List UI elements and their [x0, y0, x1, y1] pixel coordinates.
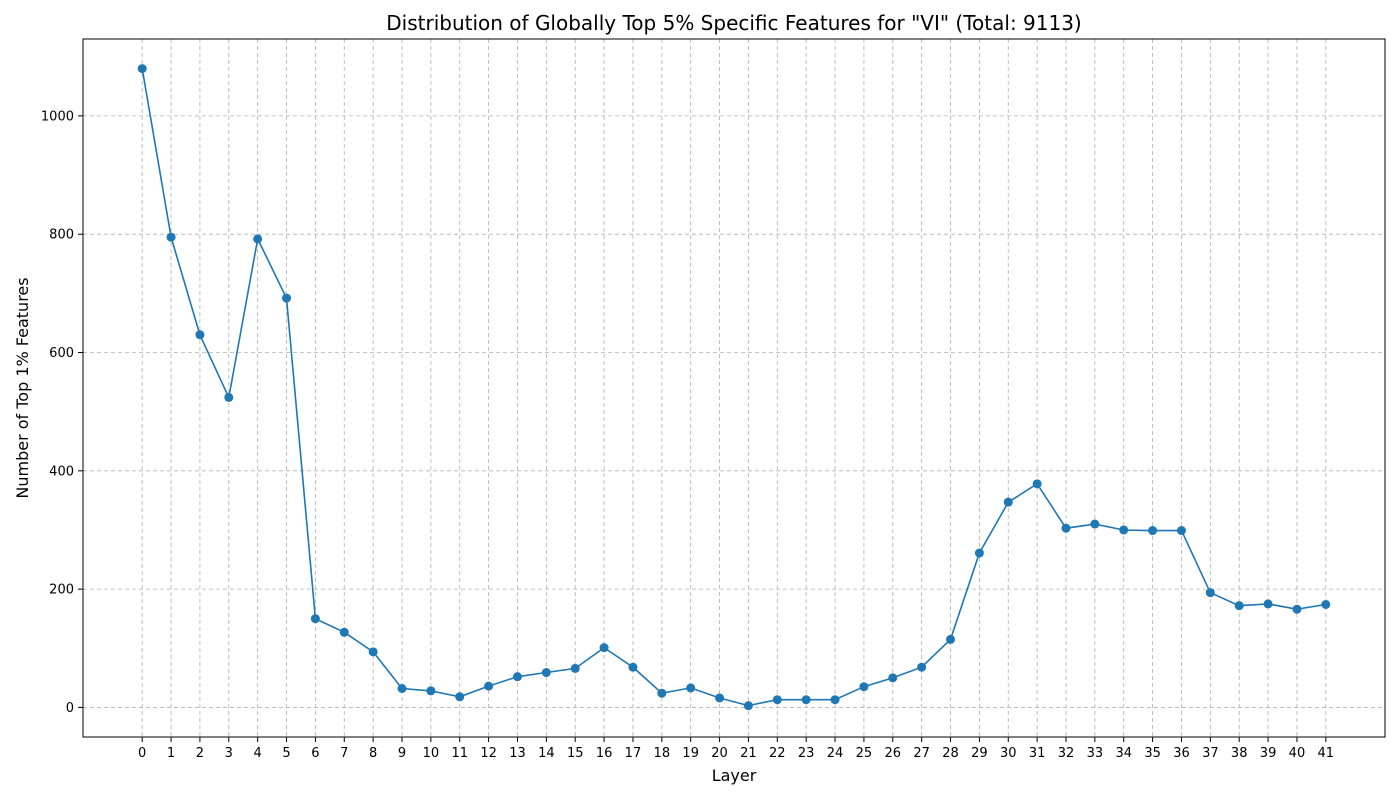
data-point: [830, 695, 840, 705]
x-tick-label: 2: [196, 746, 204, 761]
x-tick-label: 15: [567, 746, 584, 761]
data-point: [195, 330, 205, 340]
data-point: [224, 392, 234, 402]
data-point: [339, 627, 349, 637]
axis-ticks: 0 1 2 3 4 5 6 7 8 9 10 11 12 13 14 15 16 17 18 19 20 21 22 23 24…: [41, 109, 1334, 761]
y-tick-label: 400: [49, 464, 74, 479]
x-tick-label: 17: [625, 746, 642, 761]
chart-title: Distribution of Globally Top 5% Specific…: [386, 11, 1081, 35]
data-point: [974, 548, 984, 558]
data-point: [1205, 588, 1215, 598]
data-point: [570, 663, 580, 673]
x-tick-label: 6: [311, 746, 319, 761]
y-tick-label: 600: [49, 346, 74, 361]
x-tick-label: 7: [340, 746, 348, 761]
x-tick-label: 16: [596, 746, 613, 761]
x-tick-label: 0: [138, 746, 146, 761]
data-point: [166, 232, 176, 242]
series-line: [141, 68, 1326, 707]
x-axis-label: Layer: [712, 766, 757, 785]
data-point: [946, 634, 956, 644]
data-point: [1061, 523, 1071, 533]
x-tick-label: 39: [1260, 746, 1277, 761]
x-tick-label: 32: [1058, 746, 1075, 761]
x-tick-label: 38: [1231, 746, 1248, 761]
x-tick-label: 27: [913, 746, 930, 761]
x-tick-label: 3: [225, 746, 233, 761]
data-point: [1263, 599, 1273, 609]
x-tick-label: 23: [798, 746, 815, 761]
data-point: [253, 234, 263, 244]
x-tick-label: 30: [1000, 746, 1017, 761]
x-tick-label: 22: [769, 746, 786, 761]
x-tick-label: 37: [1202, 746, 1219, 761]
x-tick-label: 33: [1087, 746, 1104, 761]
y-tick-label: 1000: [41, 109, 74, 124]
data-point: [1234, 601, 1244, 611]
x-tick-label: 31: [1029, 746, 1046, 761]
x-tick-label: 14: [538, 746, 555, 761]
data-point: [397, 683, 407, 693]
data-point: [801, 695, 811, 705]
x-tick-label: 34: [1115, 746, 1132, 761]
y-tick-label: 200: [49, 583, 74, 598]
data-point: [282, 293, 292, 303]
data-point: [512, 672, 522, 682]
data-point: [859, 682, 869, 692]
data-point: [686, 683, 696, 693]
x-tick-label: 41: [1318, 746, 1335, 761]
x-tick-label: 1: [167, 746, 175, 761]
data-point: [541, 668, 551, 678]
data-point: [1176, 526, 1186, 536]
plot-frame: [82, 38, 1386, 738]
data-point: [1292, 604, 1302, 614]
data-point: [137, 64, 147, 74]
x-tick-label: 20: [711, 746, 728, 761]
y-tick-label: 800: [49, 228, 74, 243]
x-tick-label: 24: [827, 746, 844, 761]
y-tick-label: 0: [66, 701, 74, 716]
y-axis-label: Number of Top 1% Features: [13, 277, 32, 498]
data-point: [628, 662, 638, 672]
x-tick-label: 10: [423, 746, 440, 761]
data-point: [310, 614, 320, 624]
data-point: [599, 643, 609, 653]
data-point: [743, 701, 753, 711]
x-tick-label: 18: [654, 746, 671, 761]
data-point: [368, 647, 378, 657]
x-tick-label: 29: [971, 746, 988, 761]
data-point: [1321, 599, 1331, 609]
data-point: [1119, 525, 1129, 535]
x-tick-label: 5: [282, 746, 290, 761]
x-tick-label: 21: [740, 746, 757, 761]
data-point: [1148, 526, 1158, 536]
x-tick-label: 19: [682, 746, 699, 761]
data-point: [715, 693, 725, 703]
data-point: [917, 662, 927, 672]
x-tick-label: 40: [1289, 746, 1306, 761]
x-tick-label: 9: [398, 746, 406, 761]
data-point: [1090, 519, 1100, 529]
x-tick-label: 36: [1173, 746, 1190, 761]
x-tick-label: 28: [942, 746, 959, 761]
x-tick-label: 25: [856, 746, 873, 761]
x-tick-label: 26: [885, 746, 902, 761]
x-tick-label: 4: [254, 746, 262, 761]
x-tick-label: 12: [480, 746, 497, 761]
x-tick-label: 8: [369, 746, 377, 761]
series-layer: [137, 64, 1331, 711]
x-tick-label: 13: [509, 746, 526, 761]
data-point: [772, 695, 782, 705]
x-tick-label: 11: [451, 746, 468, 761]
data-point: [888, 673, 898, 683]
data-point: [1003, 497, 1013, 507]
data-point: [426, 686, 436, 696]
grid: [83, 39, 1385, 737]
data-point: [657, 688, 667, 698]
data-point: [484, 681, 494, 691]
x-tick-label: 35: [1144, 746, 1161, 761]
data-point: [455, 692, 465, 702]
data-point: [1032, 479, 1042, 489]
